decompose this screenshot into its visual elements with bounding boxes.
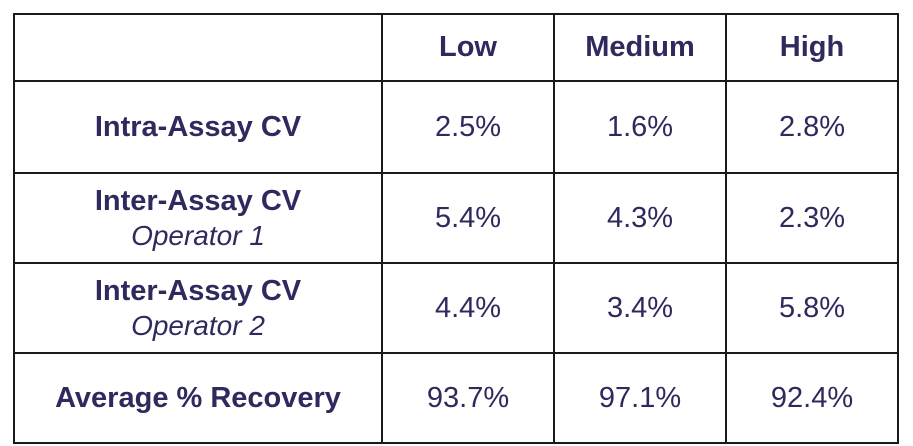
row-label-cell: Inter-Assay CV Operator 1	[13, 172, 383, 264]
column-header-low: Low	[381, 13, 555, 82]
row-label: Inter-Assay CV	[94, 185, 302, 217]
value-cell-low: 5.4%	[381, 172, 555, 264]
value-cell-low: 2.5%	[381, 80, 555, 174]
corner-cell	[13, 13, 383, 82]
row-label: Intra-Assay CV	[94, 111, 302, 143]
row-sublabel: Operator 1	[131, 220, 265, 251]
row-label-cell: Inter-Assay CV Operator 2	[13, 262, 383, 354]
row-label-cell: Intra-Assay CV	[13, 80, 383, 174]
row-label-cell: Average % Recovery	[13, 352, 383, 444]
header-row: Low Medium High	[13, 13, 899, 82]
value-cell-low: 93.7%	[381, 352, 555, 444]
value-cell-medium: 1.6%	[553, 80, 727, 174]
value-cell-medium: 3.4%	[553, 262, 727, 354]
row-label: Inter-Assay CV	[94, 275, 302, 307]
value-cell-medium: 97.1%	[553, 352, 727, 444]
value-cell-high: 5.8%	[725, 262, 899, 354]
table-row-intra-assay: Intra-Assay CV 2.5% 1.6% 2.8%	[13, 80, 899, 174]
table-row-inter-assay-operator-2: Inter-Assay CV Operator 2 4.4% 3.4% 5.8%	[13, 262, 899, 354]
table-row-average-recovery: Average % Recovery 93.7% 97.1% 92.4%	[13, 352, 899, 444]
column-header-medium: Medium	[553, 13, 727, 82]
precision-table: Low Medium High Intra-Assay CV 2.5% 1.6%…	[13, 13, 899, 444]
table-row-inter-assay-operator-1: Inter-Assay CV Operator 1 5.4% 4.3% 2.3%	[13, 172, 899, 264]
value-cell-low: 4.4%	[381, 262, 555, 354]
row-label: Average % Recovery	[55, 382, 341, 414]
row-sublabel: Operator 2	[131, 310, 265, 341]
value-cell-high: 92.4%	[725, 352, 899, 444]
value-cell-high: 2.8%	[725, 80, 899, 174]
column-header-high: High	[725, 13, 899, 82]
value-cell-medium: 4.3%	[553, 172, 727, 264]
value-cell-high: 2.3%	[725, 172, 899, 264]
